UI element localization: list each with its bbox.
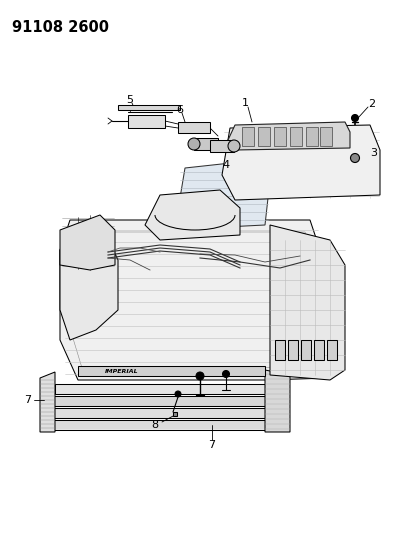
Circle shape — [350, 154, 359, 163]
Polygon shape — [55, 384, 272, 394]
Polygon shape — [222, 125, 380, 200]
Polygon shape — [178, 122, 210, 133]
Polygon shape — [145, 190, 240, 240]
Polygon shape — [270, 225, 345, 380]
Polygon shape — [228, 122, 350, 150]
Polygon shape — [274, 127, 286, 146]
Text: IMPERIAL: IMPERIAL — [105, 369, 139, 374]
Polygon shape — [173, 412, 177, 416]
Polygon shape — [60, 215, 115, 270]
Polygon shape — [306, 127, 318, 146]
Text: 8: 8 — [151, 420, 158, 430]
Text: 2: 2 — [369, 99, 376, 109]
Polygon shape — [265, 370, 290, 432]
Polygon shape — [78, 366, 265, 376]
Circle shape — [352, 115, 359, 122]
Text: 91108 2600: 91108 2600 — [12, 20, 109, 35]
Polygon shape — [45, 420, 270, 430]
Polygon shape — [178, 162, 270, 228]
Text: 7: 7 — [209, 440, 216, 450]
Text: 3: 3 — [371, 148, 378, 158]
Polygon shape — [194, 138, 218, 150]
Polygon shape — [314, 340, 324, 360]
Polygon shape — [290, 127, 302, 146]
Polygon shape — [60, 220, 330, 380]
Text: 7: 7 — [24, 395, 32, 405]
Polygon shape — [50, 408, 272, 418]
Circle shape — [228, 140, 240, 152]
Polygon shape — [210, 140, 234, 152]
Polygon shape — [118, 105, 180, 110]
Polygon shape — [60, 232, 118, 340]
Text: 5: 5 — [126, 95, 134, 105]
Polygon shape — [288, 340, 298, 360]
Circle shape — [196, 372, 204, 380]
Polygon shape — [258, 127, 270, 146]
Polygon shape — [275, 340, 285, 360]
Polygon shape — [128, 115, 165, 128]
Text: 6: 6 — [177, 105, 184, 115]
Polygon shape — [242, 127, 254, 146]
Polygon shape — [52, 396, 272, 406]
Polygon shape — [320, 127, 332, 146]
Circle shape — [222, 370, 229, 377]
Circle shape — [175, 391, 181, 397]
Text: 1: 1 — [241, 98, 248, 108]
Polygon shape — [327, 340, 337, 360]
Circle shape — [188, 138, 200, 150]
Text: 4: 4 — [222, 160, 229, 170]
Polygon shape — [301, 340, 311, 360]
Polygon shape — [40, 372, 55, 432]
